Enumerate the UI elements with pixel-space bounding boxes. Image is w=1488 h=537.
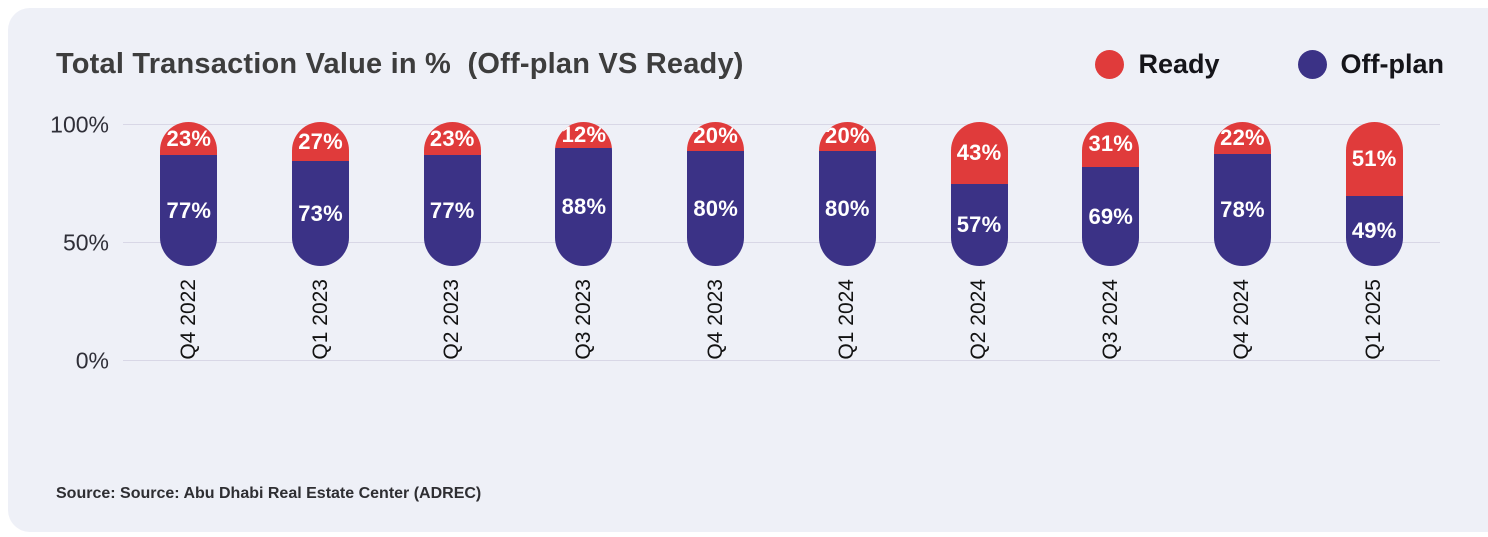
x-tick-label: Q4 2022 bbox=[176, 279, 200, 360]
ready-segment: 22% bbox=[1213, 122, 1271, 154]
stacked-bar: 31% 69% bbox=[1082, 122, 1140, 267]
ready-segment: 20% bbox=[687, 122, 745, 151]
y-tick-100: 100% bbox=[50, 111, 109, 138]
ready-segment: 23% bbox=[423, 122, 481, 156]
bar-column: 22% 78% Q4 2024 bbox=[1177, 122, 1309, 360]
bar-column: 20% 80% Q4 2023 bbox=[650, 122, 782, 360]
legend-item-offplan: Off-plan bbox=[1297, 48, 1444, 80]
ready-segment: 31% bbox=[1082, 122, 1140, 167]
bars-row: 23% 77% Q4 2022 27% 73% Q1 2023 23% 77% Q2 2023 1… bbox=[123, 122, 1440, 360]
stacked-bar: 23% 77% bbox=[423, 122, 481, 267]
stacked-bar: 43% 57% bbox=[950, 122, 1008, 267]
gridline-100: 100% bbox=[50, 112, 1440, 138]
stacked-bar: 22% 78% bbox=[1213, 122, 1271, 267]
y-tick-0: 0% bbox=[75, 347, 109, 374]
chart-card: Total Transaction Value in % (Off-plan V… bbox=[8, 8, 1488, 532]
offplan-dot-icon bbox=[1297, 49, 1327, 79]
offplan-segment: 78% bbox=[1213, 153, 1271, 267]
x-tick-label: Q1 2025 bbox=[1362, 279, 1386, 360]
stacked-bar: 27% 73% bbox=[292, 122, 350, 267]
x-tick-label: Q3 2024 bbox=[1098, 279, 1122, 360]
bar-column: 31% 69% Q3 2024 bbox=[1045, 122, 1177, 360]
bar-column: 23% 77% Q4 2022 bbox=[123, 122, 255, 360]
legend-label-ready: Ready bbox=[1138, 48, 1220, 79]
bar-column: 27% 73% Q1 2023 bbox=[255, 122, 387, 360]
bar-column: 51% 49% Q1 2025 bbox=[1308, 122, 1440, 360]
x-tick-label: Q2 2023 bbox=[440, 279, 464, 360]
gridline-0: 0% bbox=[76, 348, 1440, 374]
offplan-segment: 80% bbox=[687, 150, 745, 267]
x-tick-label: Q2 2024 bbox=[967, 279, 991, 360]
ready-dot-icon bbox=[1095, 49, 1125, 79]
ready-segment: 43% bbox=[950, 122, 1008, 185]
x-tick-label: Q4 2024 bbox=[1230, 279, 1254, 360]
stacked-bar: 51% 49% bbox=[1345, 122, 1403, 267]
ready-segment: 12% bbox=[555, 122, 613, 148]
y-tick-50: 50% bbox=[62, 229, 109, 256]
offplan-segment: 80% bbox=[818, 150, 876, 267]
offplan-segment: 77% bbox=[423, 155, 481, 267]
offplan-segment: 88% bbox=[555, 148, 613, 267]
offplan-segment: 73% bbox=[292, 161, 350, 267]
x-tick-label: Q3 2023 bbox=[571, 279, 595, 360]
stacked-bar: 12% 88% bbox=[555, 122, 613, 267]
page-title: Total Transaction Value in % (Off-plan V… bbox=[56, 47, 744, 80]
ready-segment: 23% bbox=[160, 122, 218, 156]
stacked-bar: 20% 80% bbox=[818, 122, 876, 267]
legend: Ready Off-plan bbox=[1095, 49, 1444, 80]
stacked-bar: 23% 77% bbox=[160, 122, 218, 267]
x-tick-label: Q4 2023 bbox=[703, 279, 727, 360]
offplan-segment: 57% bbox=[950, 184, 1008, 267]
legend-item-ready: Ready bbox=[1095, 48, 1220, 80]
legend-label-offplan: Off-plan bbox=[1340, 48, 1444, 79]
ready-segment: 20% bbox=[818, 122, 876, 151]
chart-header: Total Transaction Value in % (Off-plan V… bbox=[56, 38, 1444, 90]
ready-segment: 27% bbox=[292, 122, 350, 161]
bar-column: 20% 80% Q1 2024 bbox=[782, 122, 914, 360]
offplan-segment: 69% bbox=[1082, 166, 1140, 267]
x-tick-label: Q1 2024 bbox=[835, 279, 859, 360]
bar-column: 12% 88% Q3 2023 bbox=[518, 122, 650, 360]
x-tick-label: Q1 2023 bbox=[308, 279, 332, 360]
plot-area: 100% 50% 0% 23% 77% Q4 2022 27% 73% Q1 2023 23… bbox=[50, 112, 1440, 374]
gridline-50: 50% bbox=[63, 230, 1440, 256]
stacked-bar: 20% 80% bbox=[687, 122, 745, 267]
offplan-segment: 77% bbox=[160, 155, 218, 267]
offplan-segment: 49% bbox=[1345, 195, 1403, 267]
bar-column: 23% 77% Q2 2023 bbox=[386, 122, 518, 360]
source-note: Source: Source: Abu Dhabi Real Estate Ce… bbox=[56, 485, 482, 502]
bar-column: 43% 57% Q2 2024 bbox=[913, 122, 1045, 360]
ready-segment: 51% bbox=[1345, 122, 1403, 196]
